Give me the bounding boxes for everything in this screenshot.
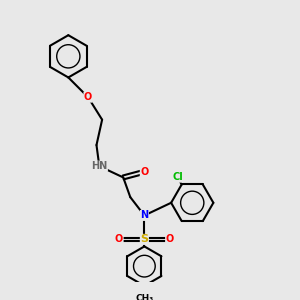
Text: O: O [140,167,148,177]
Text: O: O [115,234,123,244]
Text: S: S [140,234,148,244]
Text: O: O [84,92,92,102]
Text: Cl: Cl [172,172,183,182]
Text: HN: HN [91,161,107,171]
Text: CH₃: CH₃ [135,294,154,300]
Text: N: N [140,211,148,220]
Text: O: O [166,234,174,244]
